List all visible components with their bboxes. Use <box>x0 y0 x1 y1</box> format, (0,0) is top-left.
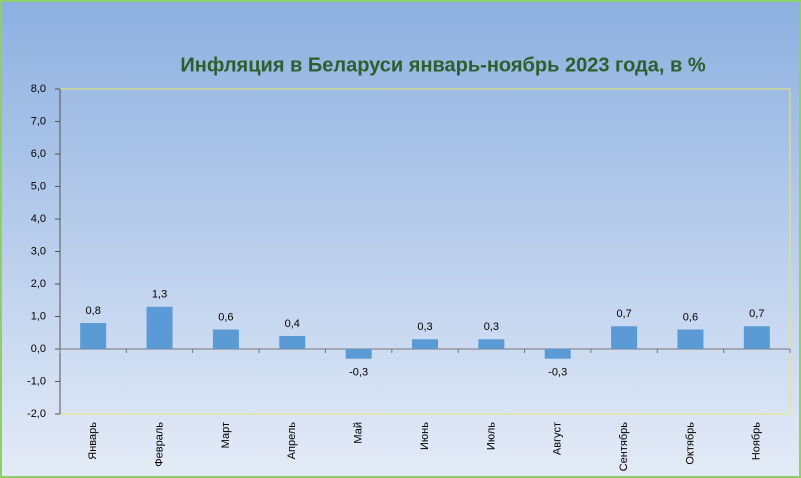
x-tick-label: Март <box>220 422 232 448</box>
y-tick-label: 8,0 <box>31 83 46 95</box>
data-label: 1,3 <box>152 289 167 301</box>
x-tick-label: Апрель <box>286 422 298 460</box>
y-tick-label: 6,0 <box>31 148 46 160</box>
x-tick-label: Июль <box>485 422 497 450</box>
x-tick-label: Май <box>353 422 365 444</box>
y-tick-label: 0,0 <box>31 343 46 355</box>
data-label: 0,6 <box>218 311 233 323</box>
bar <box>212 329 239 349</box>
y-tick-label: -2,0 <box>27 408 46 420</box>
bar <box>677 329 704 349</box>
y-tick-label: 5,0 <box>31 180 46 192</box>
bar <box>412 339 438 349</box>
bar <box>743 326 770 349</box>
data-label: 0,3 <box>484 321 499 333</box>
x-tick-label: Ноябрь <box>751 422 763 460</box>
data-label: -0,3 <box>548 367 567 379</box>
x-tick-label: Октябрь <box>684 422 696 465</box>
x-tick-label: Август <box>552 422 564 455</box>
bar <box>478 339 505 349</box>
bar <box>80 323 107 349</box>
bar <box>544 349 571 359</box>
y-tick-label: 3,0 <box>31 245 46 257</box>
data-label: 0,3 <box>417 321 432 333</box>
data-label: 0,7 <box>616 308 631 320</box>
y-tick-label: -1,0 <box>27 375 46 387</box>
data-label: 0,4 <box>285 318 300 330</box>
chart-title: Инфляция в Беларуси январь-ноябрь 2023 г… <box>180 54 705 76</box>
data-label: -0,3 <box>349 367 368 379</box>
x-tick-label: Июнь <box>419 422 431 450</box>
y-tick-label: 2,0 <box>31 278 46 290</box>
y-tick-label: 4,0 <box>31 213 46 225</box>
bar <box>279 336 306 349</box>
x-tick-label: Февраль <box>153 422 165 467</box>
bar <box>611 326 638 349</box>
data-label: 0,8 <box>86 305 101 317</box>
data-label: 0,7 <box>749 308 764 320</box>
y-tick-label: 7,0 <box>31 115 46 127</box>
bar <box>146 306 173 349</box>
y-tick-label: 1,0 <box>31 310 46 322</box>
data-label: 0,6 <box>683 311 698 323</box>
x-tick-label: Сентябрь <box>618 422 630 472</box>
x-tick-label: Январь <box>87 422 99 460</box>
bar <box>345 349 372 359</box>
